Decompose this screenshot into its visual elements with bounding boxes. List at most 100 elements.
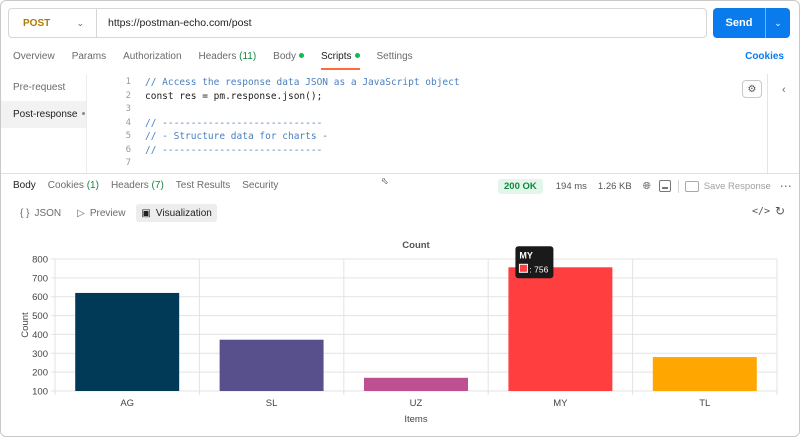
view-preview-label: Preview: [89, 207, 126, 219]
y-tick-label: 600: [32, 292, 48, 303]
side-item-post-response-label: Post-response: [13, 109, 78, 120]
x-axis-label: Items: [404, 414, 427, 425]
x-tick-label: TL: [699, 398, 710, 409]
y-tick-label: 100: [32, 387, 48, 398]
resp-tab-security[interactable]: Security: [242, 180, 279, 191]
x-tick-label: MY: [553, 398, 568, 409]
pane-divider[interactable]: [1, 173, 799, 174]
braces-icon: { }: [20, 207, 30, 219]
x-tick-label: UZ: [410, 398, 423, 409]
code-icon[interactable]: </>: [752, 206, 771, 217]
resp-tab-headers[interactable]: Headers (7): [111, 176, 164, 196]
view-preview[interactable]: ▷ Preview: [72, 204, 130, 222]
view-json[interactable]: { } JSON: [15, 204, 66, 222]
play-icon: ▷: [77, 207, 85, 219]
mouse-cursor-icon: ⬁: [381, 176, 389, 186]
tab-overview[interactable]: Overview: [13, 51, 55, 62]
bar: [364, 377, 468, 391]
tab-headers-label: Headers: [198, 51, 237, 62]
resp-tab-test-results[interactable]: Test Results: [175, 180, 231, 191]
snippets-button[interactable]: ⚙: [742, 80, 762, 98]
line-number: 7: [125, 158, 131, 168]
line-number: 6: [125, 144, 131, 155]
response-meta: 200 OK 194 ms 1.26 KB 🌐︎ Save Response ⋯: [498, 178, 793, 194]
tab-headers-count: (11): [239, 51, 257, 62]
tab-settings[interactable]: Settings: [376, 51, 413, 62]
side-item-pre-request[interactable]: Pre-request: [13, 82, 66, 93]
tab-authorization[interactable]: Authorization: [123, 51, 182, 62]
resp-tab-body[interactable]: Body: [13, 180, 36, 191]
code-line: // Access the response data JSON as a Ja…: [145, 77, 460, 88]
tooltip-value: : 756: [529, 264, 548, 274]
code-line: // ----------------------------: [145, 117, 323, 129]
resp-tab-cookies-count: (1): [86, 180, 99, 191]
code-line-empty: [145, 157, 460, 171]
tab-scripts-label: Scripts: [320, 51, 352, 62]
y-axis-label: Count: [20, 312, 31, 338]
code-line: const res = pm.response.json();: [145, 90, 323, 102]
resp-tab-headers-label: Headers: [110, 180, 149, 191]
line-number: 2: [125, 90, 131, 101]
y-tick-label: 200: [32, 368, 48, 379]
tab-scripts[interactable]: Scripts: [320, 46, 360, 70]
bar: [219, 339, 324, 391]
request-bar: POST ⌄ https://postman-echo.com/post: [8, 8, 707, 38]
method-select[interactable]: POST ⌄: [9, 9, 97, 37]
refresh-icon[interactable]: ↻: [775, 204, 786, 218]
y-tick-label: 800: [32, 255, 48, 266]
line-number-gutter: 1 2 3 4 5 6 7: [111, 76, 131, 171]
send-button[interactable]: Send ⌄: [713, 8, 790, 38]
request-tabs: Overview Params Authorization Headers (1…: [13, 46, 430, 70]
code-editor[interactable]: // Access the response data JSON as a Ja…: [145, 76, 460, 171]
line-number: 1: [125, 77, 131, 87]
line-number: 4: [125, 117, 131, 128]
x-tick-label: SL: [266, 398, 278, 409]
globe-icon[interactable]: 🌐︎: [642, 180, 651, 192]
status-badge[interactable]: 200 OK: [498, 178, 543, 194]
response-tabs: Body Cookies (1) Headers (7) Test Result…: [13, 176, 290, 196]
chevron-down-icon[interactable]: ⌄: [774, 17, 782, 28]
url-input[interactable]: https://postman-echo.com/post: [108, 17, 252, 29]
chevron-left-icon[interactable]: ‹: [782, 84, 786, 96]
view-json-label: JSON: [34, 207, 62, 219]
save-response-button[interactable]: Save Response: [703, 180, 771, 192]
tooltip-title: MY: [519, 250, 533, 260]
bar: [75, 292, 180, 391]
visualization-chart: Count 100 200 300 400 500 600 700 800 AG SL UZ MY TL C…: [20, 240, 778, 425]
bar: [652, 357, 757, 391]
y-tick-label: 700: [32, 273, 48, 284]
bar: [508, 267, 613, 391]
side-item-post-response[interactable]: Post-response: [1, 101, 86, 128]
cookies-link[interactable]: Cookies: [745, 51, 784, 62]
chart-title: Count: [402, 240, 430, 251]
code-line-empty: [145, 103, 460, 117]
image-icon: ▣: [141, 207, 151, 219]
method-label: POST: [23, 17, 51, 29]
y-tick-label: 400: [32, 330, 48, 341]
post-response-dot: [82, 112, 86, 115]
line-number: 3: [125, 104, 131, 114]
right-sidebar-rail: ‹: [767, 74, 799, 174]
view-visualization-label: Visualization: [155, 207, 212, 219]
response-size[interactable]: 1.26 KB: [597, 180, 632, 192]
code-line: // - Structure data for charts -: [145, 131, 329, 142]
more-options-icon[interactable]: ⋯: [779, 179, 793, 193]
resp-tab-cookies-label: Cookies: [47, 180, 84, 191]
y-tick-label: 500: [32, 311, 48, 322]
save-response-icon: [684, 180, 699, 192]
view-visualization[interactable]: ▣ Visualization: [136, 204, 217, 222]
tab-headers[interactable]: Headers (11): [199, 46, 257, 68]
tab-body-label: Body: [273, 51, 296, 62]
send-divider: [765, 8, 766, 38]
tab-params[interactable]: Params: [71, 51, 107, 62]
example-icon[interactable]: [658, 180, 671, 192]
code-line: // ----------------------------: [145, 144, 323, 156]
resp-tab-cookies[interactable]: Cookies (1): [48, 176, 99, 196]
tooltip-swatch: [518, 263, 528, 273]
line-number: 5: [125, 131, 131, 141]
script-editor-area: Pre-request Post-response 1 2 3 4 5 6 7 …: [1, 74, 799, 174]
tab-body[interactable]: Body: [273, 46, 304, 68]
scripts-status-dot: [354, 53, 360, 58]
response-time[interactable]: 194 ms: [555, 180, 587, 192]
